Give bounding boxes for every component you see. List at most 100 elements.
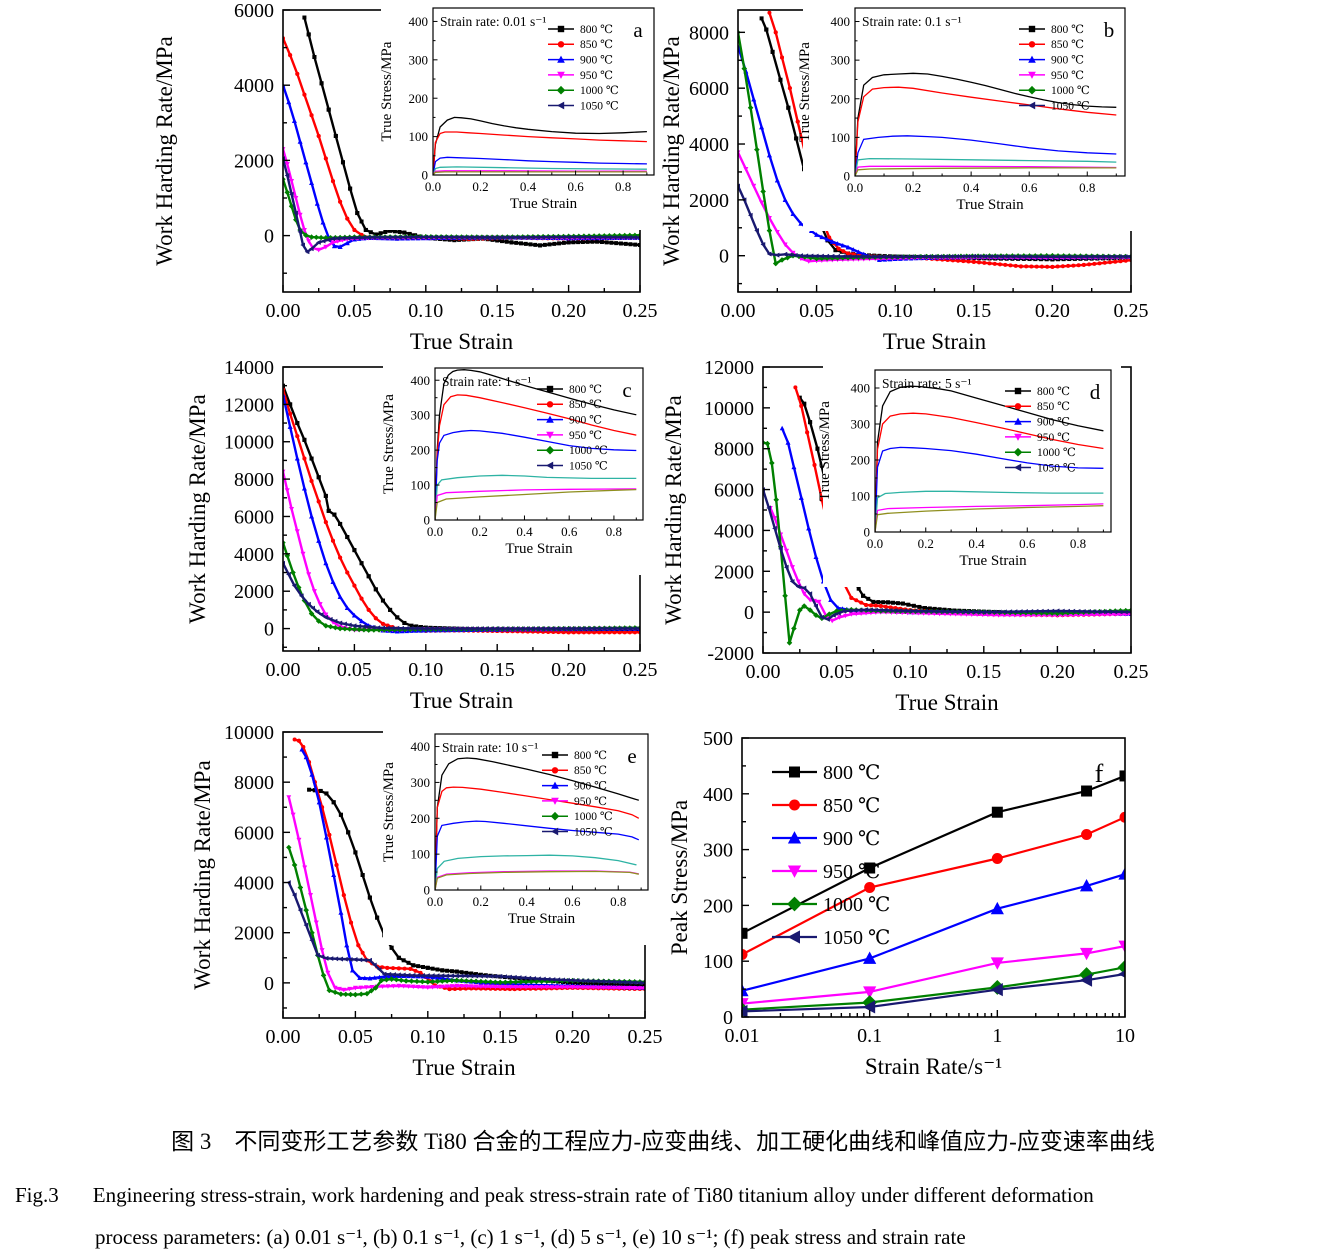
x-tick-label: 0.8 <box>1070 536 1086 551</box>
chart-panel-e: 0.00 0.05 0.10 0.15 0.20 0.250200040006000800… <box>190 722 663 1080</box>
series-1000C <box>435 488 637 520</box>
y-tick-label: 6000 <box>714 480 754 502</box>
x-tick-label: 0.0 <box>867 536 883 551</box>
work-hardening-chart-d: 0.00 0.05 0.10 0.15 0.20 0.25-200002000400060… <box>661 357 1149 715</box>
axes-ticks: 0.0 0.2 0.4 0.6 0.8 0 100 200 300 400 <box>851 381 1104 551</box>
y-tick-label: -2000 <box>707 643 754 665</box>
x-tick-label: 0.05 <box>819 661 854 683</box>
series-1050C <box>875 505 1104 532</box>
y-tick-label: 10000 <box>704 398 754 420</box>
legend: 800 ℃ 850 ℃ 900 ℃ 950 ℃ 1000 ℃ 1050 ℃ <box>772 762 890 949</box>
x-tick-label: 0.10 <box>408 300 443 322</box>
legend-label: 800 ℃ <box>574 750 607 762</box>
legend-label: 950 ℃ <box>569 430 602 442</box>
y-tick-label: 300 <box>409 52 429 67</box>
plot-box <box>434 733 649 891</box>
x-tick-label: 0.15 <box>480 659 515 681</box>
x-tick-label: 0.2 <box>472 179 488 194</box>
caption-english-text: Engineering stress-strain, work hardenin… <box>92 1183 1094 1207</box>
work-hardening-chart-e: 0.00 0.05 0.10 0.15 0.20 0.250200040006000800… <box>190 722 663 1080</box>
x-tick-label: 0.6 <box>567 179 584 194</box>
legend-label: 800 ℃ <box>1051 24 1084 36</box>
legend-label: 850 ℃ <box>823 795 880 817</box>
y-axis-title: True Stress/MPa <box>379 41 395 141</box>
legend-label: 1000 ℃ <box>823 894 890 916</box>
y-tick-label: 300 <box>411 775 431 790</box>
x-tick-label: 0.8 <box>1079 180 1095 195</box>
plot-box <box>874 369 1112 533</box>
chart-panel-a: 0.00 0.05 0.10 0.15 0.20 0.250200040006000Tru… <box>152 0 664 354</box>
x-tick-label: 10 <box>1115 1025 1135 1047</box>
series-800C <box>435 369 637 520</box>
x-tick-label: 0.0 <box>425 179 441 194</box>
legend-label: 1050 ℃ <box>569 460 608 472</box>
x-tick-label: 0.20 <box>1040 661 1075 683</box>
y-tick-label: 8000 <box>234 772 274 794</box>
chart-panel-d: 0.00 0.05 0.10 0.15 0.20 0.25-200002000400060… <box>661 357 1149 715</box>
y-tick-label: 400 <box>411 373 431 388</box>
x-tick-label: 0.2 <box>905 180 921 195</box>
y-tick-label: 2000 <box>234 923 274 945</box>
x-tick-label: 0.05 <box>337 659 372 681</box>
x-tick-label: 0.10 <box>893 661 928 683</box>
y-tick-label: 300 <box>831 53 851 68</box>
series-800C <box>875 385 1104 532</box>
legend-label: 1000 ℃ <box>1037 447 1076 459</box>
x-tick-label: 0.15 <box>483 1026 518 1048</box>
y-tick-label: 6000 <box>234 822 274 844</box>
series-area <box>433 116 647 175</box>
legend-label: 800 ℃ <box>823 762 880 784</box>
y-tick-label: 200 <box>703 895 733 917</box>
x-tick-label: 0.25 <box>1114 661 1149 683</box>
panel-letter-c: c <box>622 378 631 402</box>
legend-label: 850 ℃ <box>1051 39 1084 51</box>
y-tick-label: 100 <box>703 951 733 973</box>
y-tick-label: 8000 <box>689 22 729 44</box>
strain-rate-annotation: Strain rate: 10 s⁻¹ <box>442 740 538 755</box>
true-stress-inset-b: 0.0 0.2 0.4 0.6 0.8 0 100 200 300 400 True Strain T… <box>797 1 1135 231</box>
x-axis-title: True Strain <box>410 688 514 713</box>
y-tick-label: 6000 <box>689 78 729 100</box>
y-tick-label: 0 <box>264 973 274 995</box>
series-area <box>742 770 1125 1017</box>
axes-ticks: 0.0 0.2 0.4 0.6 0.8 0 100 200 300 400 <box>411 739 642 909</box>
x-tick-label: 0.01 <box>725 1025 760 1047</box>
x-axis-title: True Strain <box>412 1055 516 1080</box>
work-hardening-chart-c: 0.00 0.05 0.10 0.15 0.20 0.250200040006000800… <box>185 357 658 713</box>
x-tick-label: 0.4 <box>963 180 980 195</box>
series-800C <box>742 774 1125 935</box>
series-900C <box>855 135 1117 176</box>
series-area <box>855 72 1117 176</box>
y-tick-label: 10000 <box>224 432 274 454</box>
x-tick-label: 0.4 <box>518 894 535 909</box>
series-850C <box>435 394 637 520</box>
strain-rate-annotation: Strain rate: 1 s⁻¹ <box>442 374 532 389</box>
x-tick-label: 0.4 <box>516 524 533 539</box>
figure-caption: 图 3 不同变形工艺参数 Ti80 合金的工程应力-应变曲线、加工硬化曲线和峰值… <box>0 1106 1326 1250</box>
plot-box <box>432 7 655 176</box>
x-tick-label: 0.6 <box>561 524 578 539</box>
x-tick-label: 0.25 <box>1114 300 1149 322</box>
y-tick-label: 0 <box>844 169 851 184</box>
legend-label: 800 ℃ <box>580 24 613 36</box>
legend: 800 ℃ 850 ℃ 900 ℃ 950 ℃ 1000 ℃ 1050 ℃ <box>1005 386 1076 474</box>
x-tick-label: 0.20 <box>555 1026 590 1048</box>
y-tick-label: 6000 <box>234 0 274 22</box>
y-axis-title: True Stress/MPa <box>381 762 397 862</box>
series-900C <box>435 429 637 520</box>
legend-label: 950 ℃ <box>574 796 607 808</box>
chart-panel-b: 0.00 0.05 0.10 0.15 0.20 0.250200040006000800… <box>659 1 1149 354</box>
caption-english-line2: process parameters: (a) 0.01 s⁻¹, (b) 0.… <box>95 1225 966 1249</box>
y-tick-label: 8000 <box>714 439 754 461</box>
series-900C <box>875 446 1104 532</box>
series-800C <box>433 116 647 175</box>
y-tick-label: 100 <box>831 130 851 145</box>
y-axis-title: True Stress/MPa <box>817 401 833 501</box>
series-area <box>763 385 1131 646</box>
x-tick-label: 0.05 <box>799 300 834 322</box>
legend-label: 950 ℃ <box>580 70 613 82</box>
y-tick-label: 100 <box>411 847 431 862</box>
y-tick-label: 0 <box>864 525 871 540</box>
legend-label: 850 ℃ <box>574 765 607 777</box>
